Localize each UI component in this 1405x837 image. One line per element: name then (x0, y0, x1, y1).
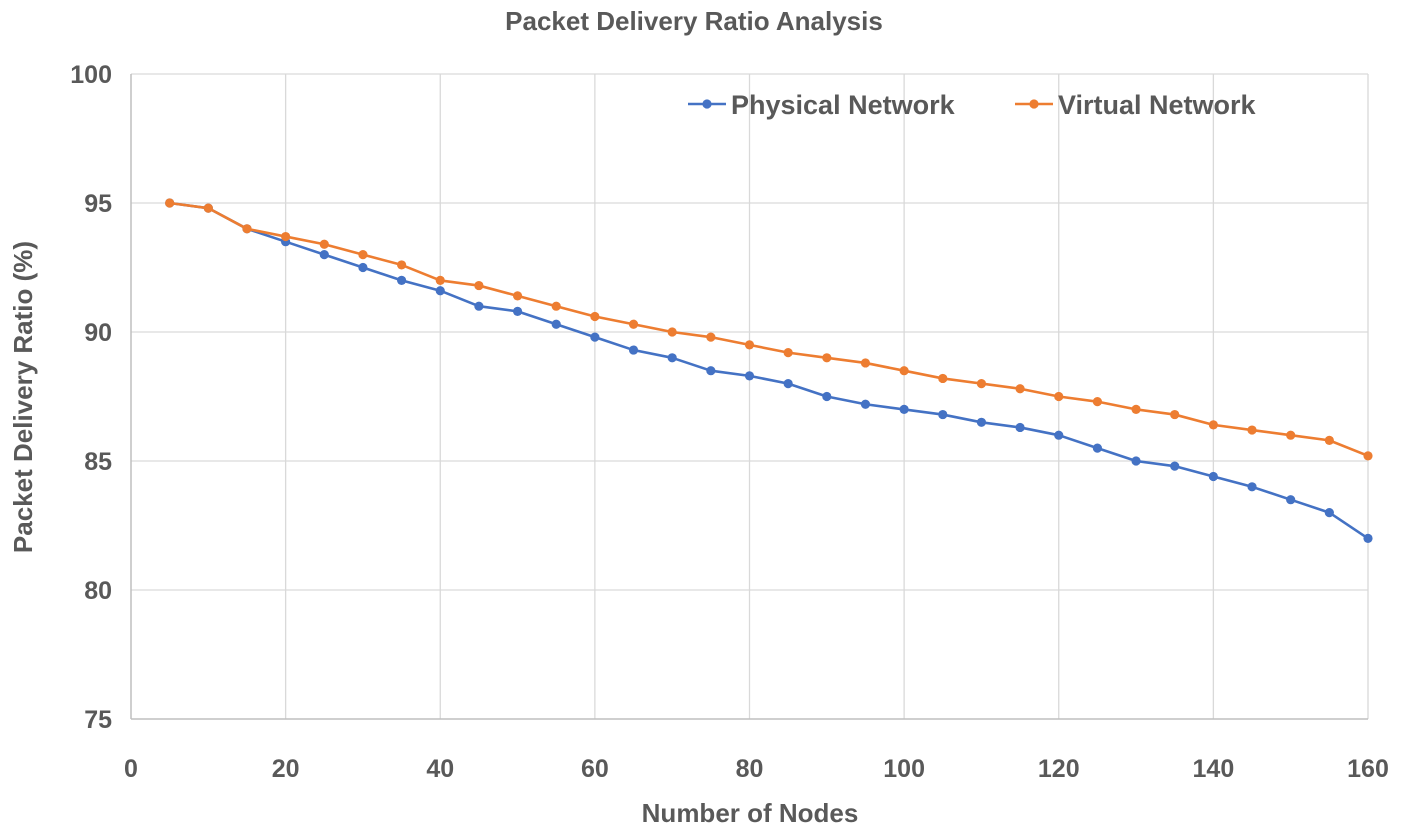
data-point (822, 353, 832, 363)
data-point (512, 306, 523, 316)
data-point (319, 250, 329, 260)
legend-swatch-marker (702, 99, 712, 109)
data-point (165, 198, 175, 208)
data-point (1054, 430, 1064, 440)
series-line (169, 201, 1369, 540)
data-point (1286, 430, 1296, 440)
data-point (474, 301, 484, 311)
x-tick-label: 60 (581, 755, 609, 783)
data-point (1054, 391, 1064, 402)
data-point (1015, 422, 1025, 433)
data-point (396, 260, 407, 270)
data-point (744, 340, 755, 350)
y-tick-label: 95 (84, 190, 112, 218)
data-point (938, 373, 948, 384)
x-tick-label: 80 (736, 755, 764, 783)
data-point (242, 224, 252, 234)
data-point (822, 391, 832, 402)
data-point (976, 417, 987, 427)
legend-item: Physical Network (688, 90, 956, 120)
data-point (860, 358, 871, 368)
x-tick-label: 120 (1038, 755, 1080, 783)
data-point (551, 319, 561, 329)
x-axis-title: Number of Nodes (642, 798, 859, 828)
data-point (783, 379, 793, 389)
data-point (1247, 425, 1257, 435)
data-point (1247, 482, 1257, 492)
data-point (1324, 507, 1334, 518)
data-point (899, 366, 909, 376)
y-tick-label: 90 (84, 319, 112, 347)
data-point (396, 275, 407, 285)
data-point (474, 280, 484, 291)
data-point (1170, 409, 1180, 420)
series-virtual-network (165, 198, 1373, 461)
data-point (1208, 471, 1218, 482)
y-axis-title: Packet Delivery Ratio (%) (8, 241, 38, 553)
data-point (590, 311, 600, 322)
data-point (1363, 533, 1373, 544)
y-tick-label: 80 (84, 577, 112, 605)
y-tick-label: 85 (84, 448, 112, 476)
chart-title: Packet Delivery Ratio Analysis (505, 6, 883, 36)
x-tick-label: 20 (272, 755, 300, 783)
y-tick-label: 75 (84, 706, 112, 734)
data-point (628, 345, 639, 355)
legend-item: Virtual Network (1015, 90, 1257, 120)
data-point (667, 327, 677, 337)
axes: 75 80 85 90 95 100 0 20 40 60 80 100 120 140 160 (70, 61, 1389, 783)
data-point (1208, 420, 1218, 430)
data-point (319, 239, 329, 249)
x-tick-label: 140 (1193, 755, 1235, 783)
data-point (590, 332, 600, 342)
data-point (706, 332, 716, 342)
data-point (551, 301, 561, 311)
data-point (783, 348, 793, 358)
data-point (860, 399, 871, 409)
data-point (899, 404, 909, 414)
legend: Physical Network Virtual Network (688, 90, 1257, 120)
x-tick-label: 160 (1347, 755, 1389, 783)
data-point (1170, 461, 1180, 471)
legend-label: Physical Network (731, 90, 956, 120)
data-point (281, 231, 291, 242)
data-point (512, 291, 523, 301)
legend-swatch-marker (1029, 99, 1039, 109)
data-point (1131, 404, 1141, 414)
legend-label: Virtual Network (1058, 90, 1257, 120)
data-point (358, 250, 368, 260)
data-point (706, 366, 716, 376)
data-point (1092, 443, 1103, 453)
data-point (203, 203, 213, 213)
data-point (1324, 435, 1334, 445)
data-point (435, 275, 445, 285)
x-tick-label: 40 (426, 755, 454, 783)
data-point (358, 262, 368, 273)
data-point (667, 353, 677, 363)
x-tick-label: 100 (883, 755, 925, 783)
grid (131, 73, 1369, 719)
x-tick-label: 0 (124, 755, 138, 783)
series-line (169, 201, 1369, 458)
data-point (1092, 397, 1103, 407)
data-point (628, 319, 639, 329)
data-point (976, 379, 987, 389)
data-point (744, 371, 755, 381)
data-point (435, 286, 445, 296)
series-physical-network (165, 198, 1373, 544)
data-point (1286, 495, 1296, 505)
data-point (1363, 451, 1373, 461)
data-point (1015, 384, 1025, 394)
series-group (165, 198, 1373, 544)
data-point (1131, 456, 1141, 466)
y-tick-label: 100 (70, 61, 112, 89)
data-point (938, 409, 948, 420)
